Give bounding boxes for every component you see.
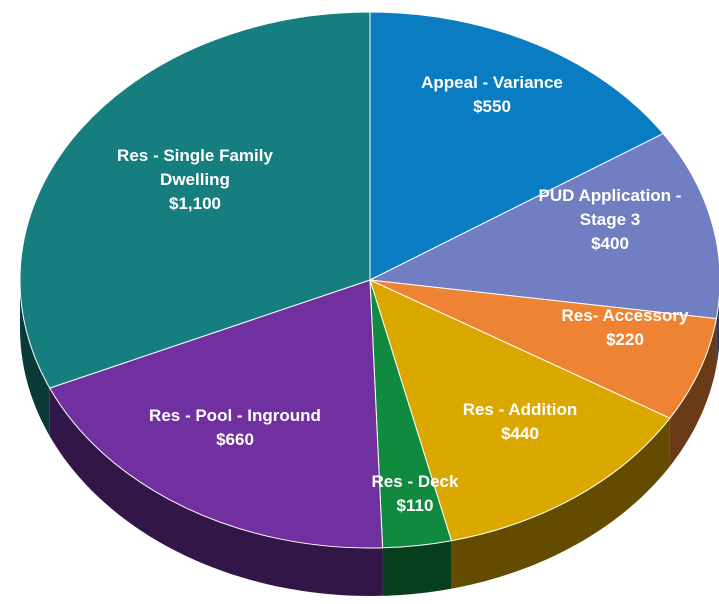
- label-value: $400: [591, 234, 629, 253]
- slice: [369, 279, 671, 542]
- label-value: $110: [396, 496, 434, 515]
- label-value: $440: [501, 424, 539, 443]
- label-value: $220: [606, 330, 644, 349]
- slice-side: [669, 318, 717, 467]
- data-label: Res - Deck $110: [360, 470, 470, 518]
- slice-side: [451, 418, 670, 589]
- data-label: Appeal - Variance $550: [407, 71, 577, 119]
- label-name: Res - Pool - Inground: [149, 406, 321, 425]
- data-label: Res - Pool - Inground $660: [125, 404, 345, 452]
- label-name: Res - Deck: [371, 472, 459, 491]
- label-name: Res - Addition: [462, 400, 578, 419]
- data-label: Res - Addition $440: [445, 398, 595, 446]
- label-name: Appeal - Variance: [421, 73, 563, 92]
- label-name: Res - Single Family Dwelling: [117, 146, 273, 189]
- slice-side: [49, 388, 383, 596]
- label-name: PUD Application - Stage 3: [538, 186, 682, 229]
- slice: [19, 11, 371, 389]
- slice: [369, 279, 717, 419]
- slice: [369, 11, 664, 281]
- label-value: $1,100: [169, 194, 221, 213]
- slice: [48, 279, 384, 549]
- data-label: Res- Accessory $220: [550, 304, 700, 352]
- data-label: Res - Single Family Dwelling $1,100: [95, 144, 295, 216]
- label-name: Res- Accessory: [561, 306, 689, 325]
- data-label: PUD Application - Stage 3 $400: [520, 184, 700, 256]
- slice-side: [382, 540, 452, 596]
- label-value: $660: [216, 430, 254, 449]
- label-value: $550: [473, 97, 511, 116]
